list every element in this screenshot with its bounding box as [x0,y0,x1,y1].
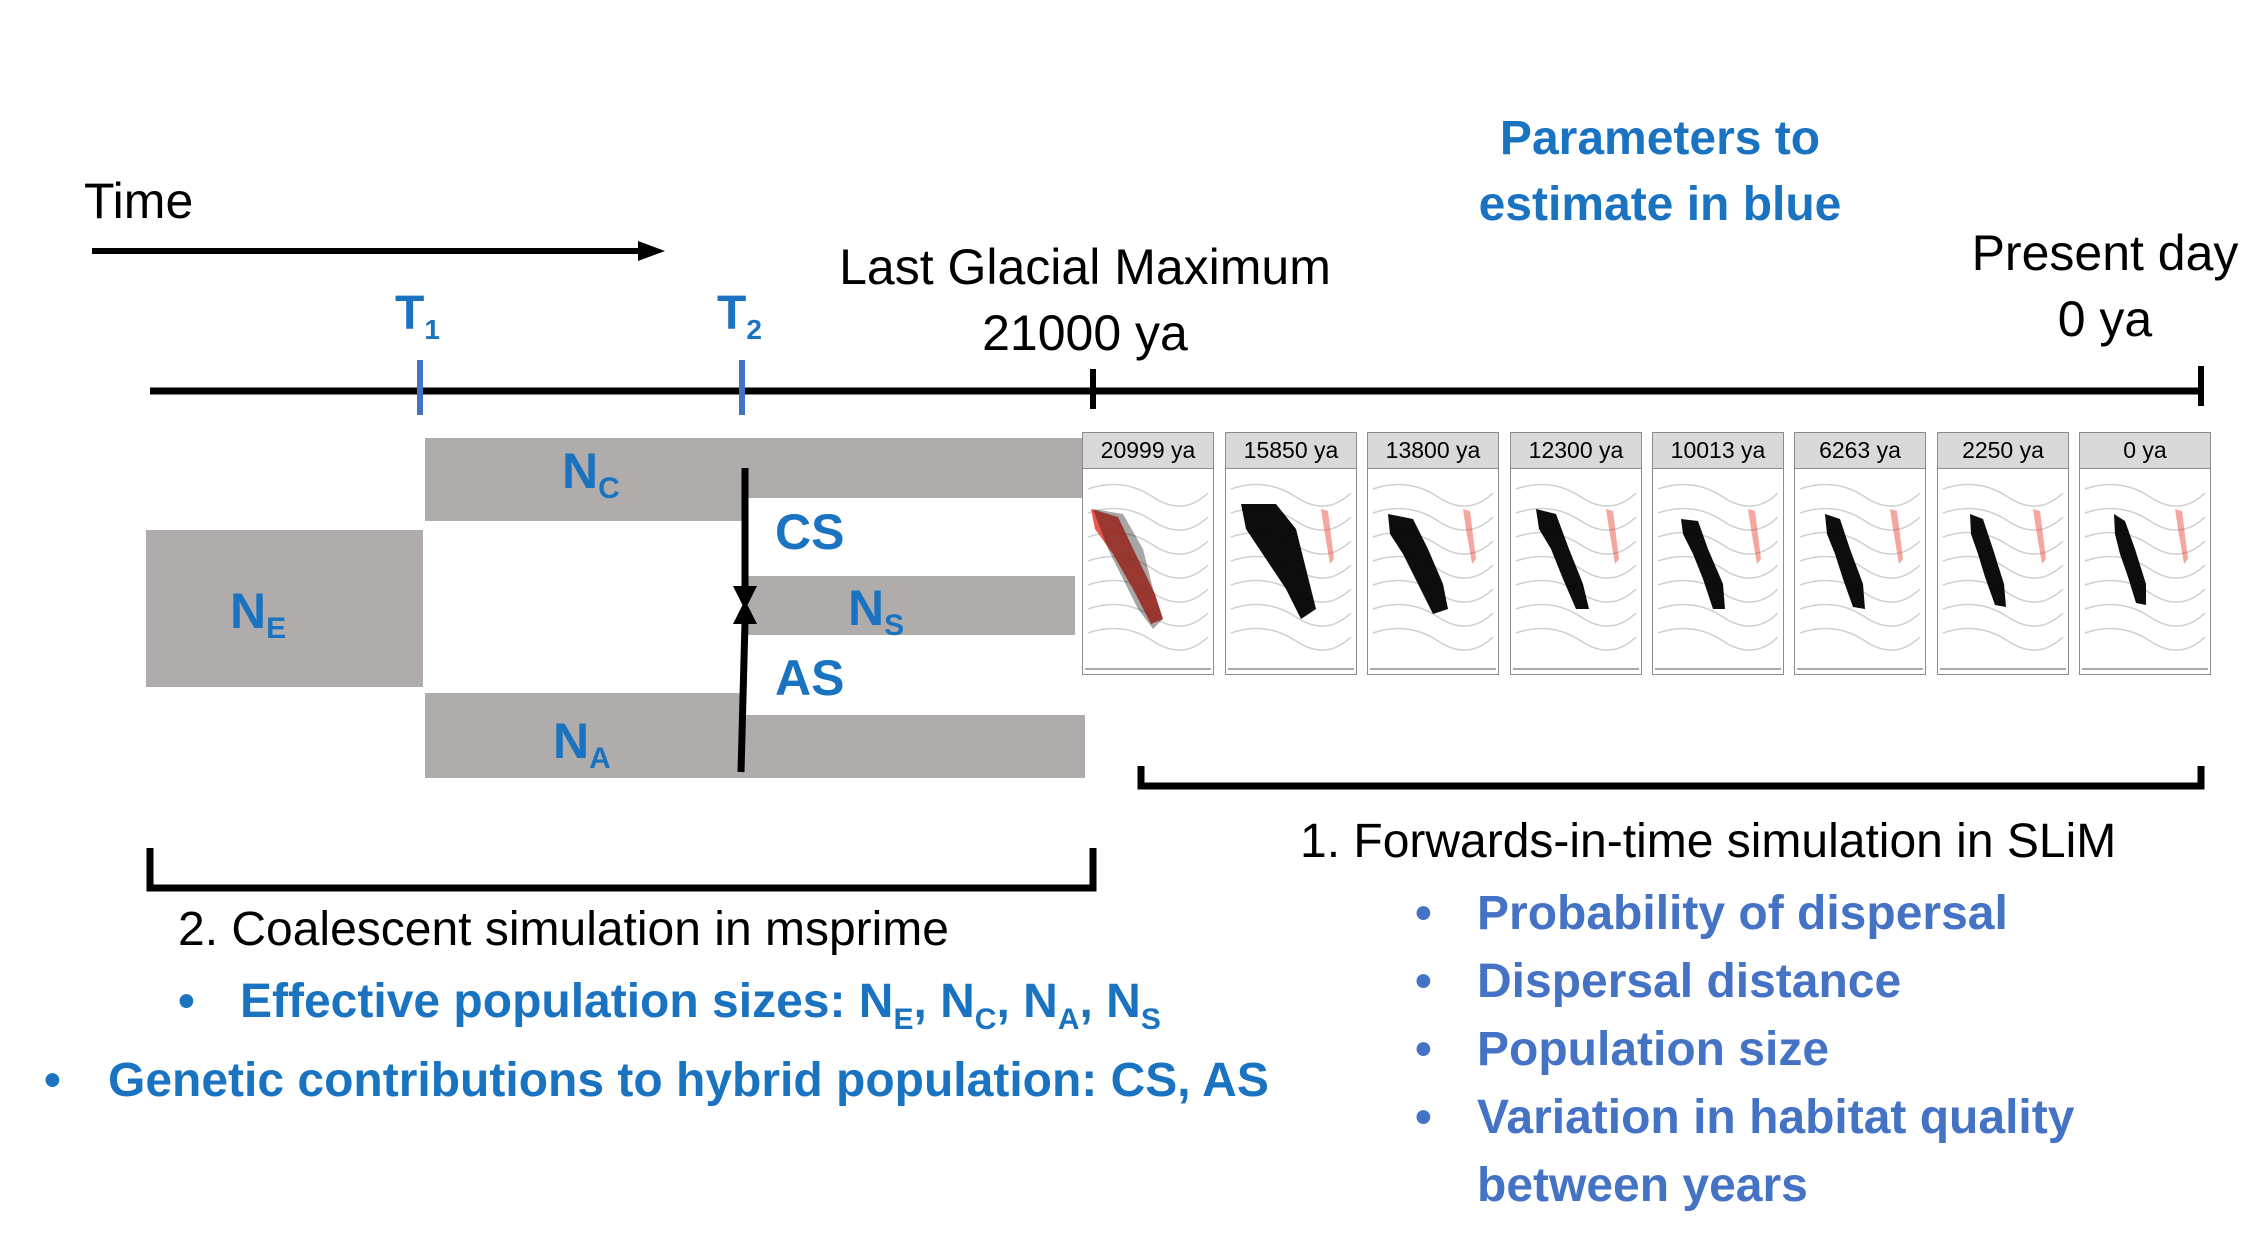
map-plot [1797,483,1923,670]
parameters-note: Parameters to estimate in blue [1400,106,1920,238]
map-panel: 12300 ya [1510,432,1642,675]
map-plot [1370,483,1496,670]
admix-line-bottom [737,621,749,773]
map-panel: 6263 ya [1794,432,1926,675]
map-panel-label: 15850 ya [1226,433,1356,469]
slim-item: • Population size [1415,1023,1830,1076]
map-panel-label: 20999 ya [1083,433,1213,469]
map-panel-label: 10013 ya [1653,433,1783,469]
present-title: Present day [1971,225,2239,281]
time-arrow-icon [92,241,665,261]
map-plot [1085,483,1211,670]
map-panel-label: 2250 ya [1938,433,2068,469]
map-panel: 10013 ya [1652,432,1784,675]
map-plot [1513,483,1639,670]
slim-heading: 1. Forwards-in-time simulation in SLiM [1300,815,2117,868]
map-panel: 20999 ya [1082,432,1214,675]
t2-label: T2 [717,287,762,345]
time-label: Time [84,173,194,229]
ns-label: NS [848,580,905,642]
slim-item-continued: between years [1477,1159,1808,1212]
map-plot [1228,483,1354,670]
nc-label: NC [562,443,620,505]
map-panel-label: 12300 ya [1511,433,1641,469]
map-panel: 2250 ya [1937,432,2069,675]
admix-arrow-down [733,586,757,610]
slim-bracket [1137,766,2205,790]
lgm-label: Last Glacial Maximum 21000 ya [790,234,1380,366]
na-gap [745,693,1085,715]
present-label: Present day 0 ya [1950,220,2256,352]
ne-box [146,530,423,687]
map-panel-label: 13800 ya [1368,433,1498,469]
map-panel: 13800 ya [1367,432,1499,675]
nc-notch [745,498,1085,522]
lgm-title: Last Glacial Maximum [839,239,1331,295]
cs-label: CS [775,504,845,560]
msprime-item-sizes: • Effective population sizes: NE, NC, NA,… [178,975,1161,1036]
slim-item: • Probability of dispersal [1415,887,2008,940]
map-plot [1940,483,2066,670]
map-panel: 15850 ya [1225,432,1357,675]
parameters-note-line2: estimate in blue [1478,178,1842,231]
ns-box [745,576,1075,635]
parameters-note-line1: Parameters to [1499,112,1821,165]
map-panel-label: 0 ya [2080,433,2210,469]
na-label: NA [553,713,611,775]
map-plot [1655,483,1781,670]
lgm-value: 21000 ya [982,305,1188,361]
msprime-item-contributions: • Genetic contributions to hybrid populat… [44,1054,1269,1107]
slim-item: • Variation in habitat quality [1415,1091,2075,1144]
msprime-heading: 2. Coalescent simulation in msprime [178,903,949,956]
ne-label: NE [230,583,287,645]
present-value: 0 ya [2057,291,2153,347]
map-panel-label: 6263 ya [1795,433,1925,469]
msprime-bracket [146,848,1097,892]
map-plot [2082,483,2208,670]
slim-item: • Dispersal distance [1415,955,1902,1008]
t1-label: T1 [395,287,440,345]
na-notch [425,693,745,715]
admix-arrow-up [733,600,757,624]
as-label: AS [775,650,845,706]
map-panel: 0 ya [2079,432,2211,675]
